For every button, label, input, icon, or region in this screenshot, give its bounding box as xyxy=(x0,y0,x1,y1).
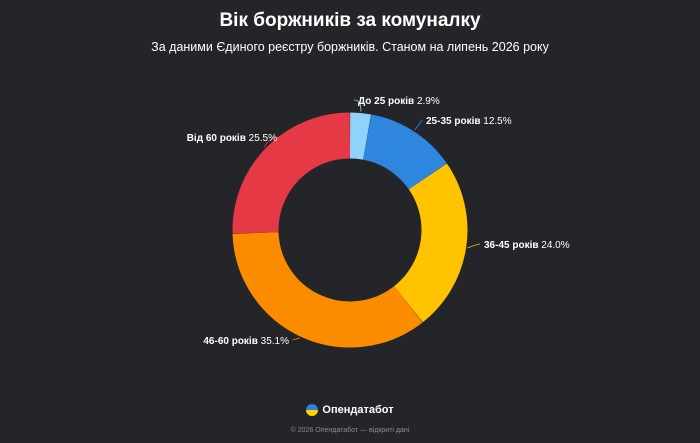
brand[interactable]: Опендатабот xyxy=(0,404,700,416)
donut-slice[interactable] xyxy=(232,232,423,348)
leader-line xyxy=(467,243,481,249)
slice-category-label: 25-35 років xyxy=(426,116,483,127)
slice-label: До 25 років 2.9% xyxy=(358,96,440,107)
slice-category-label: Від 60 років xyxy=(187,133,249,144)
slice-label: 46-60 років 35.1% xyxy=(203,336,289,347)
donut-slice[interactable] xyxy=(394,163,468,323)
leader-line xyxy=(353,99,362,112)
chart-title: Вік боржників за комуналку xyxy=(219,10,481,31)
slice-category-label: 36-45 років xyxy=(484,240,541,251)
ukraine-flag-circle-icon xyxy=(306,404,319,416)
donut-slice[interactable] xyxy=(349,112,372,160)
leader-line xyxy=(292,337,300,341)
donut-slice[interactable] xyxy=(232,112,351,234)
leader-line xyxy=(414,119,423,131)
chart-subtitle: За даними Єдиного реєстру боржників. Ста… xyxy=(151,40,549,54)
slice-value-label: 2.9% xyxy=(417,96,440,107)
slice-value-label: 25.5% xyxy=(249,133,277,144)
slice-category-label: До 25 років xyxy=(358,96,417,107)
slice-label: 25-35 років 12.5% xyxy=(426,116,512,127)
footer-copyright: © 2026 Опендатабот — відкриті дані xyxy=(290,427,410,434)
slice-value-label: 12.5% xyxy=(483,116,511,127)
slice-value-label: 35.1% xyxy=(261,336,289,347)
donut-chart: До 25 років 2.9% 25-35 років 12.5% 36-45 р… xyxy=(187,96,570,348)
leader-line xyxy=(264,136,282,148)
brand-name: Опендатабот xyxy=(322,404,394,416)
slice-value-label: 24.0% xyxy=(541,240,569,251)
donut-slice[interactable] xyxy=(362,114,447,190)
slice-label: Від 60 років 25.5% xyxy=(187,133,277,144)
slice-category-label: 46-60 років xyxy=(203,336,260,347)
slice-label: 36-45 років 24.0% xyxy=(484,240,570,251)
